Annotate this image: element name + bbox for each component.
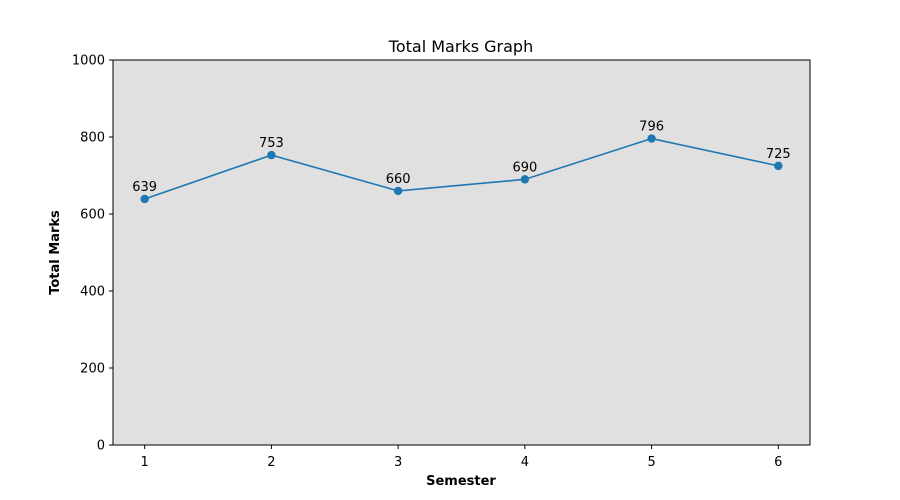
data-point	[267, 150, 276, 160]
plot-frame	[112, 59, 811, 446]
x-axis-label: Semester	[426, 474, 496, 489]
y-tick-label: 200	[80, 362, 105, 377]
y-tick-label: 400	[80, 285, 105, 300]
data-point	[140, 194, 149, 204]
plot-area	[113, 60, 810, 445]
data-label: 660	[386, 172, 411, 187]
y-tick-label: 600	[80, 208, 105, 223]
y-axis: 0 200 400 600 800 1000	[72, 54, 113, 454]
y-tick-label: 1000	[72, 54, 105, 69]
x-axis: 1 2 3 4 5 6	[141, 445, 782, 470]
x-tick-label: 1	[141, 455, 149, 470]
x-tick-label: 4	[521, 455, 529, 470]
data-point	[393, 186, 403, 196]
x-tick-label: 3	[394, 455, 402, 470]
x-tick-label: 2	[267, 455, 275, 470]
y-tick-label: 800	[80, 131, 105, 146]
data-point	[774, 161, 783, 171]
data-label: 725	[766, 147, 791, 162]
data-label: 796	[639, 120, 664, 135]
chart-title: Total Marks Graph	[388, 37, 533, 56]
data-point	[520, 175, 530, 184]
y-tick-label: 0	[97, 439, 105, 454]
data-label: 690	[512, 160, 537, 175]
series-line	[144, 137, 779, 200]
data-point	[647, 134, 656, 143]
data-label: 753	[259, 136, 284, 151]
x-tick-label: 5	[647, 455, 655, 470]
series-layer: 639 753 660 690 796 725	[132, 120, 791, 204]
y-axis-label: Total Marks	[48, 210, 63, 295]
data-label: 639	[132, 180, 157, 195]
x-tick-label: 6	[774, 455, 782, 470]
